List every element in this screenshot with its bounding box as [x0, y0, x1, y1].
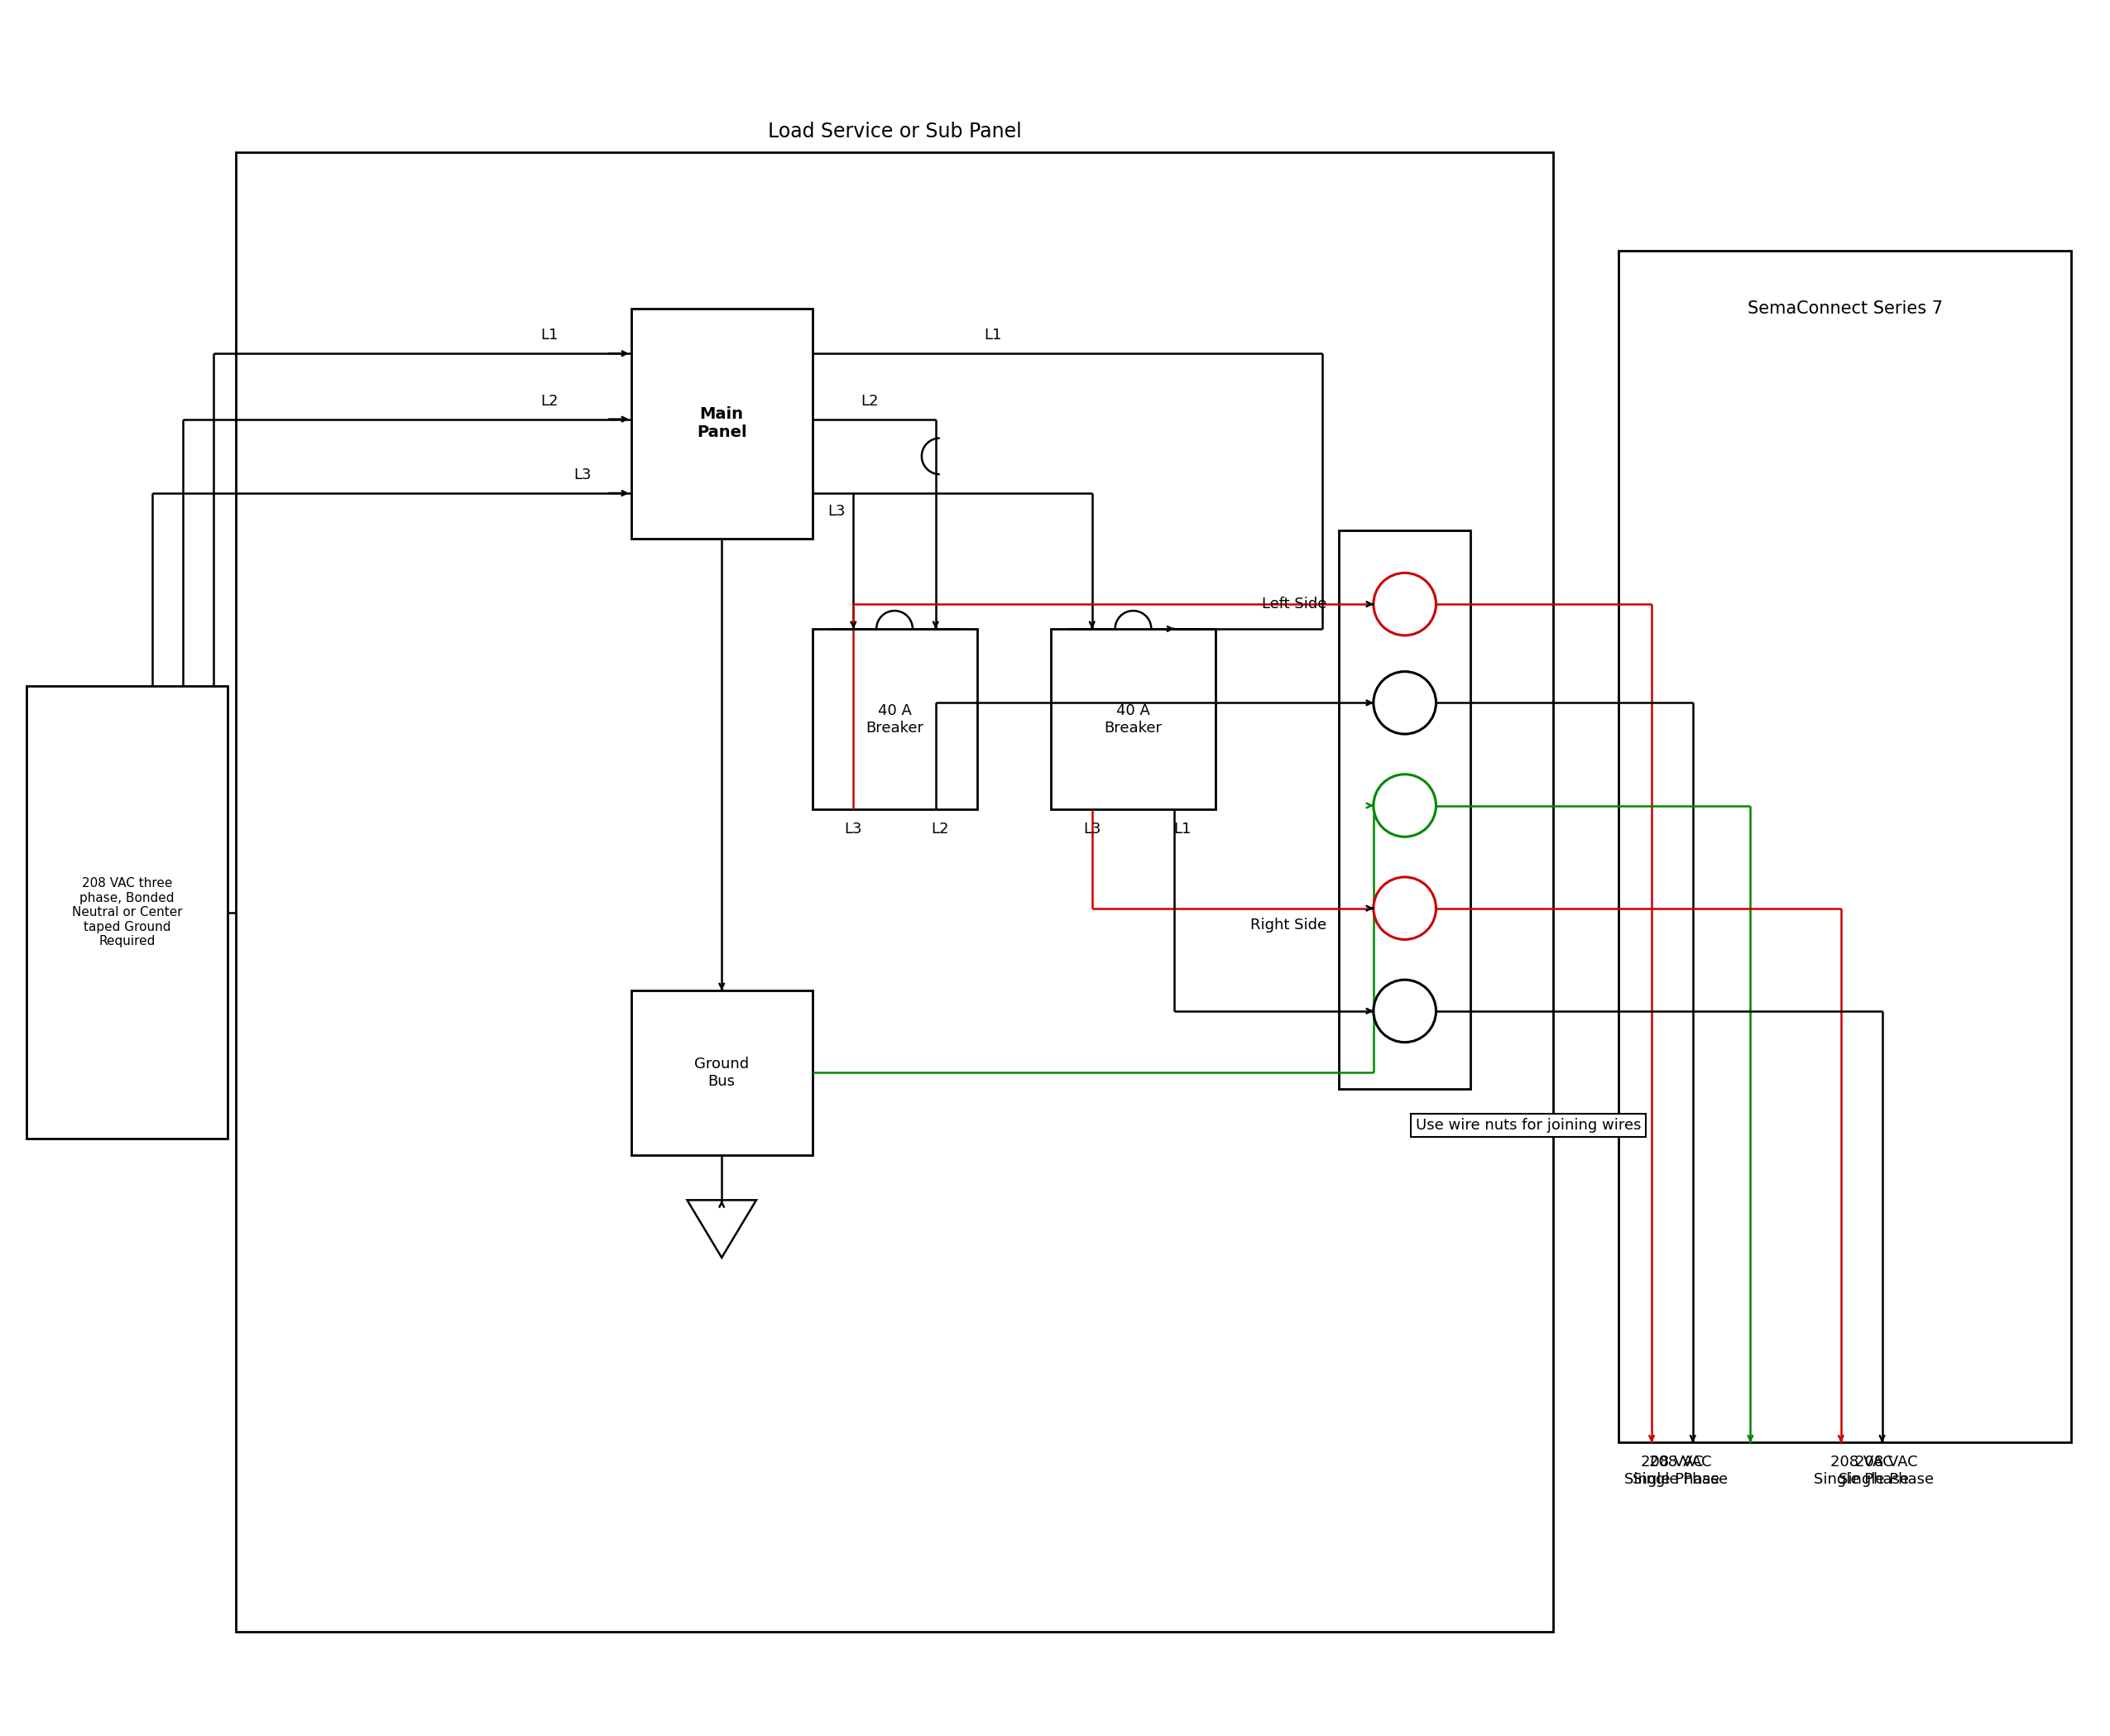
Text: L2: L2	[861, 394, 878, 408]
Bar	[812, 628, 977, 809]
Text: L3: L3	[844, 821, 863, 837]
Text: SemaConnect Series 7: SemaConnect Series 7	[1747, 300, 1943, 316]
Text: 208 VAC
Single Phase: 208 VAC Single Phase	[1625, 1455, 1720, 1488]
Circle shape	[1374, 979, 1437, 1042]
Text: L1: L1	[540, 328, 559, 342]
Circle shape	[1374, 774, 1437, 837]
Bar	[236, 153, 1553, 1632]
Text: L3: L3	[574, 467, 591, 483]
Bar	[25, 686, 228, 1139]
Text: L1: L1	[985, 328, 1002, 342]
Text: Load Service or Sub Panel: Load Service or Sub Panel	[768, 122, 1021, 141]
Text: Main
Panel: Main Panel	[696, 406, 747, 441]
Bar	[631, 991, 812, 1154]
Bar	[1051, 628, 1215, 809]
Text: 208 VAC three
phase, Bonded
Neutral or Center
taped Ground
Required: 208 VAC three phase, Bonded Neutral or C…	[72, 877, 181, 948]
Circle shape	[1374, 877, 1437, 939]
Text: Right Side: Right Side	[1251, 917, 1327, 932]
Circle shape	[1374, 672, 1437, 734]
Text: L2: L2	[931, 821, 949, 837]
Text: L3: L3	[1082, 821, 1101, 837]
Text: 208 VAC
Single Phase: 208 VAC Single Phase	[1838, 1455, 1933, 1488]
Text: 40 A
Breaker: 40 A Breaker	[865, 703, 924, 736]
Text: L3: L3	[827, 503, 846, 519]
Text: L2: L2	[540, 394, 559, 408]
Text: Use wire nuts for joining wires: Use wire nuts for joining wires	[1416, 1118, 1642, 1134]
Bar	[1340, 529, 1471, 1088]
Circle shape	[1374, 573, 1437, 635]
Text: 208 VAC
Single Phase: 208 VAC Single Phase	[1633, 1455, 1728, 1488]
Text: Ground
Bus: Ground Bus	[694, 1057, 749, 1088]
Text: L1: L1	[1173, 821, 1192, 837]
Text: 40 A
Breaker: 40 A Breaker	[1104, 703, 1163, 736]
Bar	[631, 309, 812, 538]
Text: Left Side: Left Side	[1262, 597, 1327, 611]
Bar	[1618, 250, 2072, 1443]
Text: 208 VAC
Single Phase: 208 VAC Single Phase	[1815, 1455, 1910, 1488]
